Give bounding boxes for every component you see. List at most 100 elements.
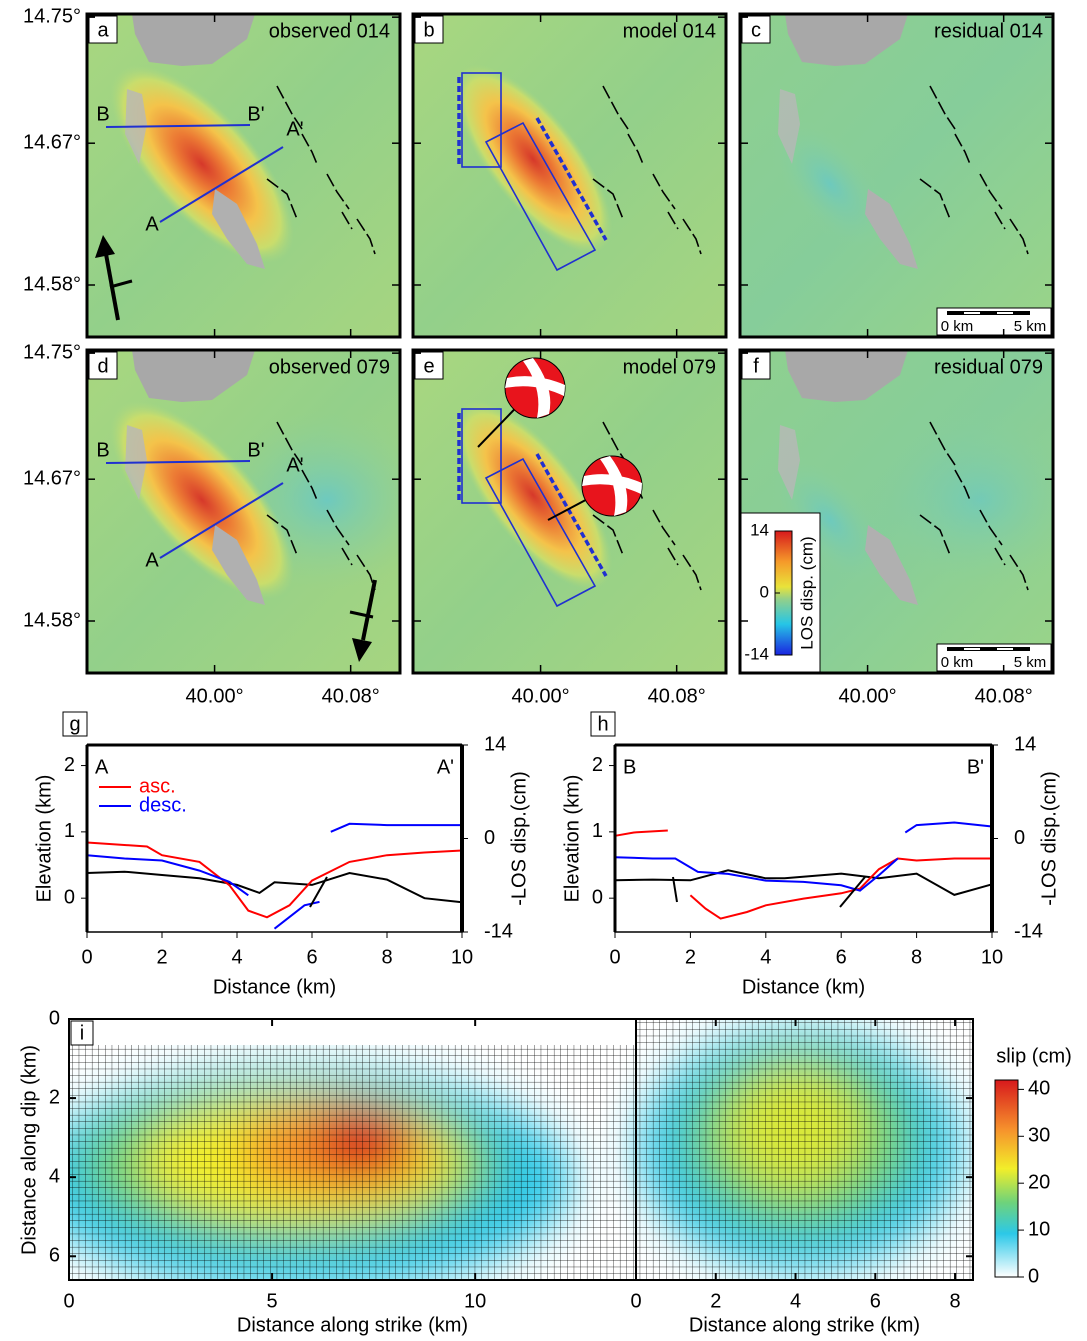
lat-tick-label: 14.75° (23, 5, 81, 27)
fault-trace (301, 133, 318, 165)
fault-top (535, 117, 608, 241)
residual (770, 117, 890, 251)
panel-letter-box (88, 15, 118, 44)
panel-letter: h (597, 713, 608, 735)
fault-trace (627, 133, 644, 165)
panel-frame (738, 348, 1055, 675)
colorbar-tick-label: 0 (760, 582, 769, 601)
x-tick-label: 6 (306, 946, 317, 968)
colorbar (994, 1079, 1019, 1278)
profile-label: B (96, 439, 109, 461)
topography (865, 525, 918, 605)
map-panel: e model 079 40.00° 40.08° (411, 348, 728, 707)
profile-label: A' (286, 118, 303, 140)
y-tick-label: 0 (592, 886, 603, 908)
panel-frame (85, 348, 402, 675)
fault-trace (994, 547, 1006, 566)
map-content (740, 350, 1053, 673)
y-tick-label: 0 (49, 1007, 60, 1029)
fault-trace (592, 178, 624, 220)
deformation (453, 64, 613, 254)
y-tick-label: 2 (49, 1086, 60, 1108)
profile-start: B (623, 756, 636, 778)
plot-area (614, 744, 993, 933)
fault-mark (672, 876, 678, 903)
fault-mark (839, 876, 866, 908)
map-panel: 0 km 5 km c residual 014 (738, 12, 1055, 339)
mesh (636, 1019, 973, 1280)
fault-trace (954, 133, 971, 165)
y2-axis-label: -LOS disp.(cm) (1038, 771, 1060, 905)
panel-letter-box (741, 351, 771, 380)
panel-title: residual 079 (934, 356, 1043, 378)
y2-tick-label: 14 (484, 733, 506, 755)
y2-axis-label: -LOS disp.(cm) (508, 771, 530, 905)
lat-tick-label: 14.58° (23, 609, 81, 631)
far-field (870, 410, 1053, 590)
fault-model (461, 72, 502, 168)
profile-label: B' (247, 103, 264, 125)
fault-model (484, 121, 597, 272)
map-panels: A A' B B' a observed 014 14.75° 14.67° 14.58° b mo… (23, 5, 1055, 707)
profile-line (105, 460, 251, 464)
panel-letter-box (414, 351, 444, 380)
focal-mechanism-white (505, 358, 565, 418)
x-tick-label: 4 (790, 1290, 801, 1312)
panel-letter-box (414, 15, 444, 44)
x-tick-label: 10 (451, 946, 473, 968)
panel-title: model 014 (623, 20, 716, 42)
focal-mechanism-white (582, 456, 642, 516)
look-direction (109, 279, 133, 289)
mesh (69, 1045, 636, 1280)
look-direction (349, 610, 374, 619)
x-tick-label: 5 (267, 1290, 278, 1312)
y-tick-label: 4 (49, 1165, 60, 1187)
fault-trace (266, 178, 298, 220)
x-tick-label: 6 (870, 1290, 881, 1312)
fault-trace (301, 469, 318, 501)
fault-trace (326, 173, 350, 210)
x-tick-label: 2 (710, 1290, 721, 1312)
residual (770, 453, 890, 587)
scale-bar-label: 5 km (1014, 654, 1047, 671)
panel-frame (738, 12, 1055, 339)
topography (132, 350, 255, 402)
y-axis-label: Distance along dip (km) (18, 1045, 40, 1255)
panel-frame (85, 12, 402, 339)
fault-model (484, 457, 597, 608)
fault-trace (979, 509, 1003, 546)
x-tick-label: 4 (231, 946, 242, 968)
fault-trace (682, 554, 702, 591)
fault-trace (954, 469, 971, 501)
north-arrow-head (352, 638, 372, 662)
fault-trace (994, 211, 1006, 230)
colorbar-tick-label: 10 (1028, 1218, 1050, 1240)
fault-trace (929, 421, 956, 466)
legend-label: desc. (139, 794, 187, 816)
lon-tick-label: 40.00° (512, 685, 570, 707)
map-panel: 0 km 5 km 14 0 -14 LOS disp. (cm) f residual 07… (738, 348, 1055, 707)
slip-distribution (69, 1019, 973, 1280)
y-tick-label: 6 (49, 1245, 60, 1267)
panel-title: observed 079 (269, 356, 390, 378)
colorbar-tick-label: -14 (744, 644, 769, 663)
panel-title: residual 014 (934, 20, 1043, 42)
panel-letter: c (751, 19, 761, 41)
topography (865, 189, 918, 269)
profile-label: A (145, 549, 159, 571)
profile-line (159, 146, 284, 223)
los-line (86, 822, 462, 930)
topography (212, 525, 265, 605)
map-content (87, 14, 400, 337)
fault-trace (1009, 554, 1029, 591)
x-axis-label: Distance along strike (km) (237, 1314, 468, 1336)
slip-frame (68, 1018, 974, 1281)
los-line (614, 821, 993, 892)
fault-trace (266, 514, 298, 556)
deformation (453, 400, 613, 590)
lat-tick-label: 14.58° (23, 273, 81, 295)
fault-model (461, 408, 502, 504)
x-tick-label: 8 (949, 1290, 960, 1312)
lon-tick-label: 40.08° (648, 685, 706, 707)
